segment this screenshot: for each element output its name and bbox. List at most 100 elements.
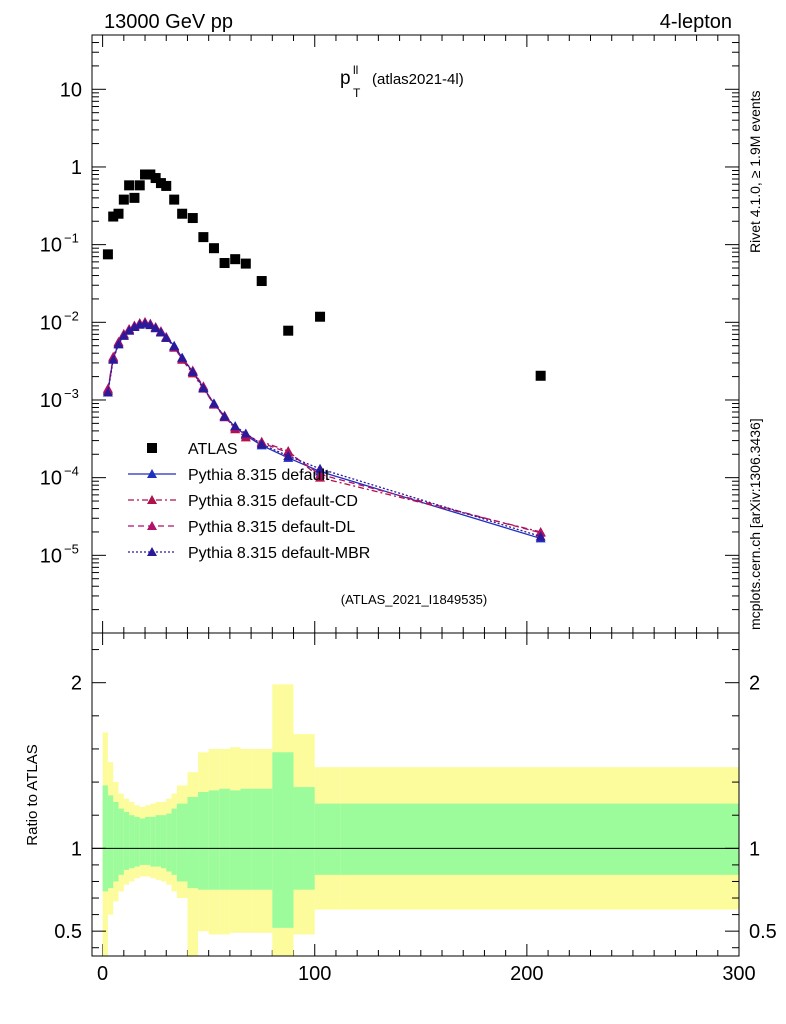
- mc-series-marker: [145, 320, 156, 330]
- mc-series-marker: [230, 421, 241, 431]
- main-frame: [91, 34, 740, 634]
- header-right: 4-lepton: [660, 11, 732, 33]
- stat-uncertainty-band: [171, 808, 177, 875]
- ratio-y-tick-label-left: 2: [71, 673, 82, 695]
- mc-series-marker: [161, 332, 172, 342]
- mc-series-marker: [155, 327, 166, 337]
- mc-series-marker: [256, 439, 267, 449]
- mc-series-marker: [124, 325, 135, 335]
- ratio-y-tick-label-right: 1: [749, 838, 760, 860]
- atlas-data-point: [113, 208, 124, 219]
- y-tick-exponent: −4: [64, 464, 79, 479]
- title-sup: ll: [353, 63, 358, 77]
- mc-series-marker: [240, 428, 251, 438]
- x-tick-label: 100: [298, 963, 331, 985]
- stat-uncertainty-band: [102, 785, 108, 892]
- stat-uncertainty-band: [145, 816, 151, 865]
- ratio-frame: [91, 632, 740, 957]
- stat-uncertainty-band: [208, 790, 220, 890]
- stat-uncertainty-band: [340, 803, 739, 875]
- stat-uncertainty-band: [240, 788, 252, 890]
- y-tick-label: 10: [40, 312, 62, 334]
- y-tick-label: 1: [71, 157, 82, 179]
- atlas-data-point: [177, 208, 188, 219]
- stat-uncertainty-band: [139, 818, 146, 865]
- atlas-data-point: [240, 258, 251, 269]
- stat-uncertainty-band: [134, 816, 140, 867]
- plot-title: p ll T (atlas2021-4l): [340, 63, 464, 100]
- atlas-data-point: [169, 194, 180, 205]
- stat-uncertainty-band: [272, 752, 294, 928]
- x-tick-label: 0: [97, 963, 108, 985]
- mc-series-marker: [102, 387, 113, 397]
- legend-label: ATLAS: [188, 441, 238, 458]
- atlas-data-point: [140, 169, 151, 180]
- legend-label: Pythia 8.315 default-DL: [188, 519, 355, 536]
- mc-series-marker: [108, 354, 119, 364]
- mc-series-marker: [198, 383, 209, 393]
- stat-uncertainty-band: [219, 788, 230, 890]
- atlas-data-point: [134, 180, 145, 191]
- atlas-data-point: [145, 169, 156, 180]
- legend-marker: [147, 495, 157, 504]
- atlas-data-point: [108, 211, 119, 222]
- y-tick-exponent: −1: [64, 231, 79, 246]
- title-main: p: [340, 68, 351, 89]
- mc-series-marker: [187, 366, 198, 376]
- header: 13000 GeV pp 4-lepton: [104, 11, 732, 33]
- ratio-y-tick-label-left: 1: [71, 838, 82, 860]
- stat-uncertainty-band: [129, 815, 135, 869]
- analysis-id: (ATLAS_2021_I1849535): [341, 592, 487, 607]
- x-tick-label: 200: [510, 963, 543, 985]
- y-tick-label: 10: [40, 545, 62, 567]
- atlas-data-point: [124, 180, 135, 191]
- ratio-y-tick-label-right: 2: [749, 673, 760, 695]
- mc-series-marker: [315, 469, 326, 479]
- y-tick-label: 10: [60, 79, 82, 101]
- stat-uncertainty-band: [314, 803, 341, 875]
- atlas-data-point: [256, 276, 267, 287]
- legend-marker: [147, 443, 157, 453]
- stat-uncertainty-band: [293, 787, 315, 890]
- mc-series-marker: [169, 341, 180, 351]
- y-tick-label: 10: [40, 235, 62, 257]
- legend-label: Pythia 8.315 default: [188, 467, 330, 484]
- title-paren: (atlas2021-4l): [372, 71, 464, 88]
- atlas-data-point: [283, 325, 294, 336]
- y-tick-exponent: −3: [64, 386, 79, 401]
- atlas-data-point: [535, 370, 546, 381]
- atlas-data-point: [208, 243, 219, 254]
- atlas-data-point: [150, 173, 161, 184]
- atlas-data-point: [219, 258, 230, 269]
- stat-uncertainty-band: [166, 813, 172, 872]
- atlas-data-point: [118, 194, 129, 205]
- mc-series-marker: [283, 451, 294, 461]
- stat-uncertainty-band: [198, 792, 209, 890]
- stat-uncertainty-band: [118, 808, 124, 875]
- y-tick-label: 10: [40, 468, 62, 490]
- title-sub: T: [353, 86, 361, 100]
- ratio-y-tick-label-left: 0.5: [54, 921, 82, 943]
- stat-uncertainty-band: [187, 796, 199, 889]
- mc-series-marker: [208, 398, 219, 408]
- mc-series-marker: [315, 463, 326, 473]
- side-label-bottom: mcplots.cern.ch [arXiv:1306.3436]: [747, 418, 763, 630]
- legend-marker: [147, 521, 157, 530]
- atlas-data-point: [102, 249, 113, 260]
- y-tick-exponent: −2: [64, 308, 79, 323]
- legend-label: Pythia 8.315 default-MBR: [188, 545, 370, 562]
- atlas-data-point: [155, 178, 166, 189]
- atlas-data-point: [315, 311, 326, 322]
- ratio-y-axis-label: Ratio to ATLAS: [24, 744, 41, 845]
- side-label-top: Rivet 4.1.0, ≥ 1.9M events: [747, 90, 763, 253]
- y-tick-exponent: −5: [64, 541, 79, 556]
- y-tick-label: 10: [40, 390, 62, 412]
- ratio-panel: 0 100 200 300 0.5 0.5 1 1 2 2: [54, 632, 777, 985]
- mc-series-marker: [113, 339, 124, 349]
- atlas-data-point: [198, 232, 209, 243]
- legend-marker: [147, 547, 157, 556]
- stat-uncertainty-band: [107, 795, 114, 889]
- stat-uncertainty-band: [176, 803, 188, 882]
